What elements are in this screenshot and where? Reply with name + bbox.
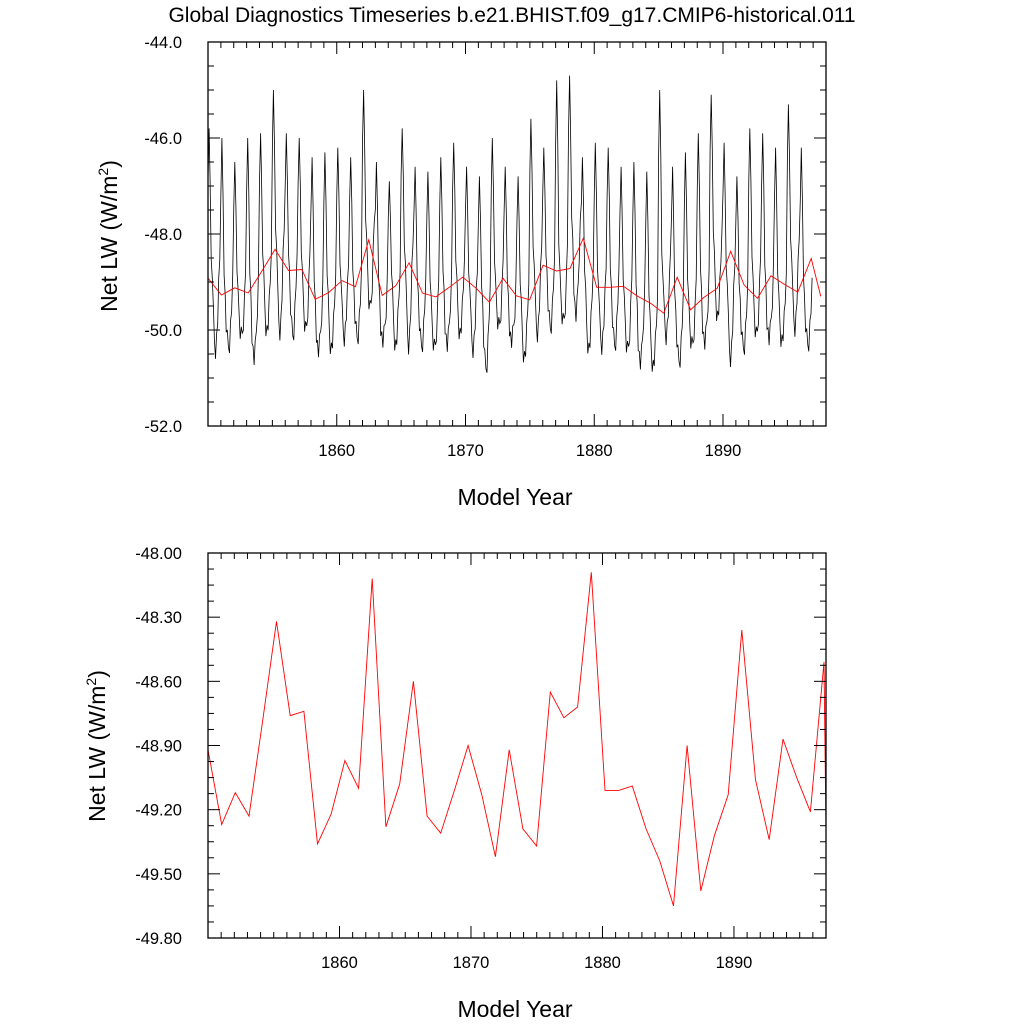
top-y-tick-label: -48.0 — [144, 226, 182, 244]
bottom-y-tick-label: -49.20 — [135, 802, 182, 820]
top-series-monthly — [207, 75, 813, 373]
bottom-series-annual — [207, 572, 827, 907]
bottom-axes: 1860 1870 1880 1890 -49.80 -49.50 -49.20 -48.90… — [135, 545, 827, 972]
top-y-tick-label: -52.0 — [144, 418, 182, 436]
top-data-lines — [207, 75, 822, 373]
top-x-tick-label: 1870 — [447, 442, 484, 460]
top-y-tick-label: -46.0 — [144, 130, 182, 148]
bottom-y-tick-label: -48.00 — [135, 545, 182, 563]
bottom-x-tick-label: 1870 — [453, 954, 490, 972]
bottom-y-tick-label: -48.90 — [135, 738, 182, 756]
bottom-y-tick-label: -48.60 — [135, 673, 182, 691]
bottom-y-tick-label: -49.80 — [135, 930, 182, 948]
chart-title: Global Diagnostics Timeseries b.e21.BHIS… — [168, 4, 855, 27]
bottom-y-tick-label: -48.30 — [135, 609, 182, 627]
bottom-x-axis-label: Model Year — [457, 996, 572, 1022]
bottom-x-tick-label: 1890 — [716, 954, 753, 972]
top-panel: 1860 1870 1880 1890 -52.0 -50.0 -48.0 -46.0 -44.… — [95, 34, 827, 510]
bottom-y-tick-label: -49.50 — [135, 866, 182, 884]
bottom-x-tick-label: 1860 — [321, 954, 358, 972]
top-x-tick-label: 1860 — [318, 442, 355, 460]
bottom-panel: 1860 1870 1880 1890 -49.80 -49.50 -49.20 -48.90… — [83, 545, 827, 1022]
top-y-axis-label: Net LW (W/m2) — [95, 160, 122, 312]
top-x-tick-label: 1890 — [705, 442, 742, 460]
top-y-tick-label: -50.0 — [144, 322, 182, 340]
bottom-y-axis-label: Net LW (W/m2) — [83, 670, 110, 822]
top-y-tick-label: -44.0 — [144, 34, 182, 52]
top-axes: 1860 1870 1880 1890 -52.0 -50.0 -48.0 -46.0 -44.… — [144, 34, 827, 460]
top-series-annual — [207, 236, 822, 314]
bottom-plot-frame — [207, 552, 827, 939]
bottom-data-lines — [207, 572, 827, 907]
top-x-tick-label: 1880 — [576, 442, 613, 460]
bottom-x-tick-label: 1880 — [584, 954, 621, 972]
top-x-axis-label: Model Year — [457, 484, 572, 510]
